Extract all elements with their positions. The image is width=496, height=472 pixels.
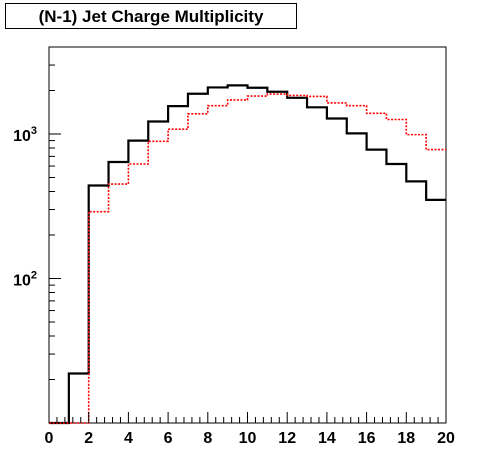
plot-frame-group [48, 46, 447, 424]
x-tick-label: 10 [239, 430, 257, 447]
series-group [49, 84, 446, 425]
x-tick-label: 20 [437, 430, 455, 447]
x-tick-label: 6 [164, 430, 173, 447]
y-tick-label: 103 [13, 125, 37, 145]
axes-group: 0 2 4 6 8 10 12 14 16 18 20 102 103 [13, 46, 455, 447]
chart-title-box: (N-1) Jet Charge Multiplicity [5, 3, 297, 29]
x-tick-label: 2 [84, 430, 93, 447]
histogram-series-1 [49, 84, 446, 425]
x-tick-label: 12 [278, 430, 296, 447]
x-tick-label: 18 [397, 430, 415, 447]
x-tick-label: 8 [203, 430, 212, 447]
x-tick-label: 0 [45, 430, 54, 447]
histogram-series-2 [49, 93, 446, 424]
plot-frame [48, 46, 447, 424]
x-tick-label: 4 [124, 430, 133, 447]
x-tick-label: 14 [318, 430, 336, 447]
chart-title: (N-1) Jet Charge Multiplicity [38, 7, 264, 26]
y-tick-label: 102 [13, 269, 37, 289]
x-tick-label: 16 [358, 430, 376, 447]
